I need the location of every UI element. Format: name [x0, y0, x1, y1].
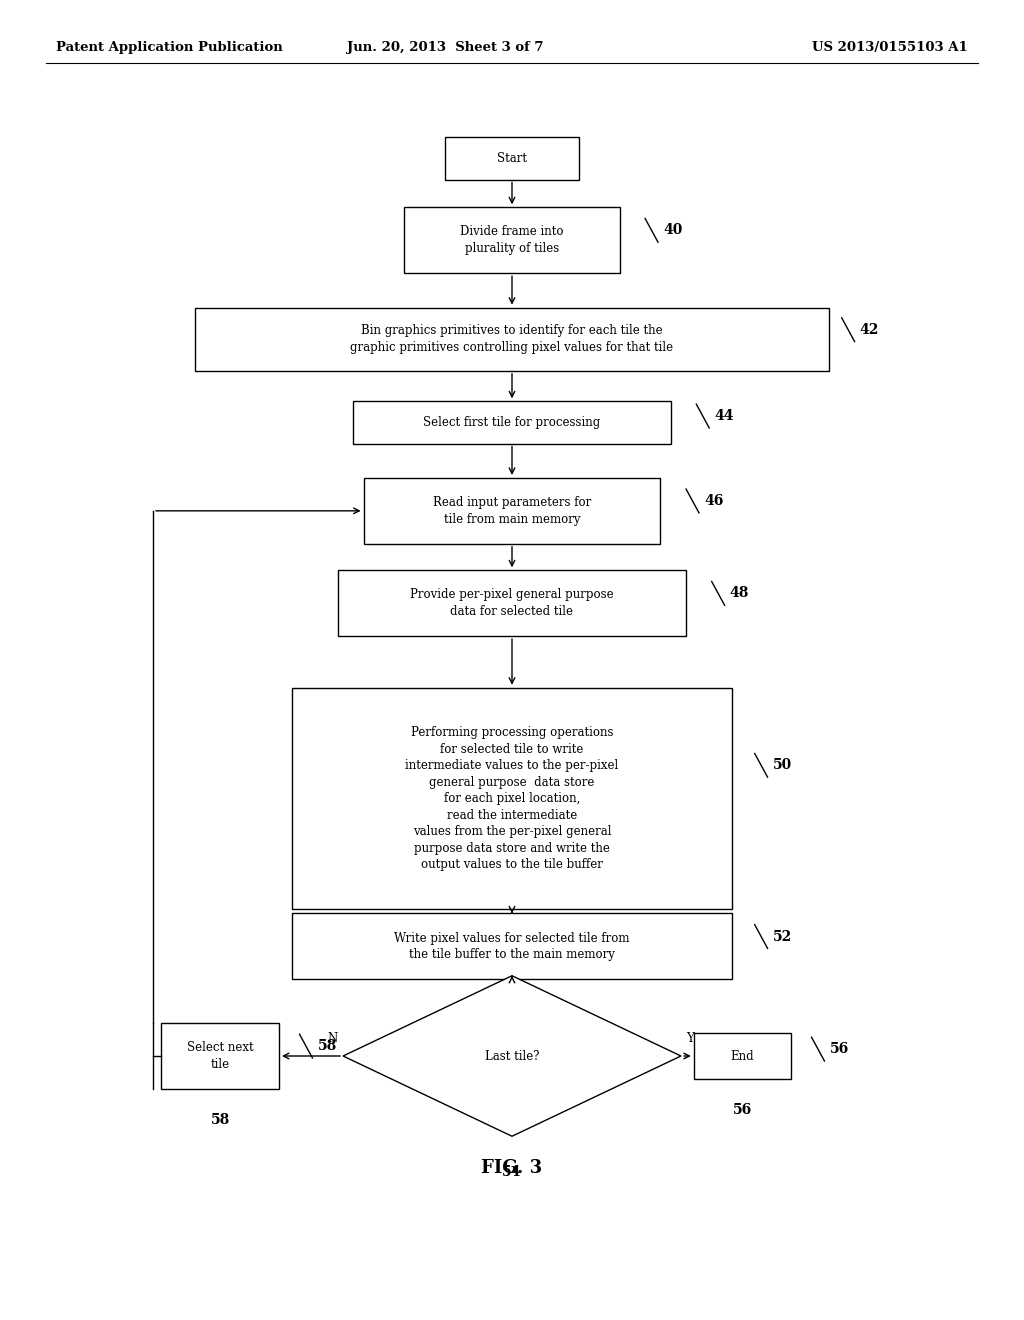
FancyBboxPatch shape — [195, 308, 829, 371]
Text: Start: Start — [497, 152, 527, 165]
Text: US 2013/0155103 A1: US 2013/0155103 A1 — [812, 41, 968, 54]
FancyBboxPatch shape — [353, 401, 671, 444]
Text: Patent Application Publication: Patent Application Publication — [56, 41, 283, 54]
FancyBboxPatch shape — [338, 570, 686, 636]
Text: 58: 58 — [317, 1039, 337, 1053]
Text: 40: 40 — [664, 223, 683, 238]
Text: Last tile?: Last tile? — [484, 1049, 540, 1063]
Text: 56: 56 — [733, 1104, 752, 1117]
Text: 48: 48 — [730, 586, 750, 601]
Text: 52: 52 — [773, 929, 792, 944]
Text: Read input parameters for
tile from main memory: Read input parameters for tile from main… — [433, 496, 591, 525]
Text: 42: 42 — [860, 322, 880, 337]
Polygon shape — [343, 975, 681, 1137]
Text: FIG. 3: FIG. 3 — [481, 1159, 543, 1177]
Text: Divide frame into
plurality of tiles: Divide frame into plurality of tiles — [460, 226, 564, 255]
FancyBboxPatch shape — [694, 1032, 791, 1080]
Text: 56: 56 — [829, 1041, 849, 1056]
FancyBboxPatch shape — [364, 478, 660, 544]
Text: End: End — [730, 1049, 755, 1063]
Text: 46: 46 — [705, 494, 724, 508]
Text: 44: 44 — [715, 409, 734, 424]
Text: Jun. 20, 2013  Sheet 3 of 7: Jun. 20, 2013 Sheet 3 of 7 — [347, 41, 544, 54]
FancyBboxPatch shape — [445, 137, 579, 180]
Text: Write pixel values for selected tile from
the tile buffer to the main memory: Write pixel values for selected tile fro… — [394, 932, 630, 961]
FancyBboxPatch shape — [162, 1023, 279, 1089]
Text: Select first tile for processing: Select first tile for processing — [423, 416, 601, 429]
Text: 54: 54 — [503, 1166, 521, 1179]
Text: 50: 50 — [773, 758, 792, 772]
Text: N: N — [328, 1032, 338, 1045]
Text: Y: Y — [686, 1032, 694, 1045]
Text: Performing processing operations
for selected tile to write
intermediate values : Performing processing operations for sel… — [406, 726, 618, 871]
Text: Bin graphics primitives to identify for each tile the
graphic primitives control: Bin graphics primitives to identify for … — [350, 325, 674, 354]
FancyBboxPatch shape — [292, 688, 732, 909]
FancyBboxPatch shape — [292, 913, 732, 979]
Text: Select next
tile: Select next tile — [186, 1041, 254, 1071]
Text: Provide per-pixel general purpose
data for selected tile: Provide per-pixel general purpose data f… — [411, 589, 613, 618]
FancyBboxPatch shape — [404, 207, 620, 273]
Text: 58: 58 — [211, 1113, 229, 1127]
